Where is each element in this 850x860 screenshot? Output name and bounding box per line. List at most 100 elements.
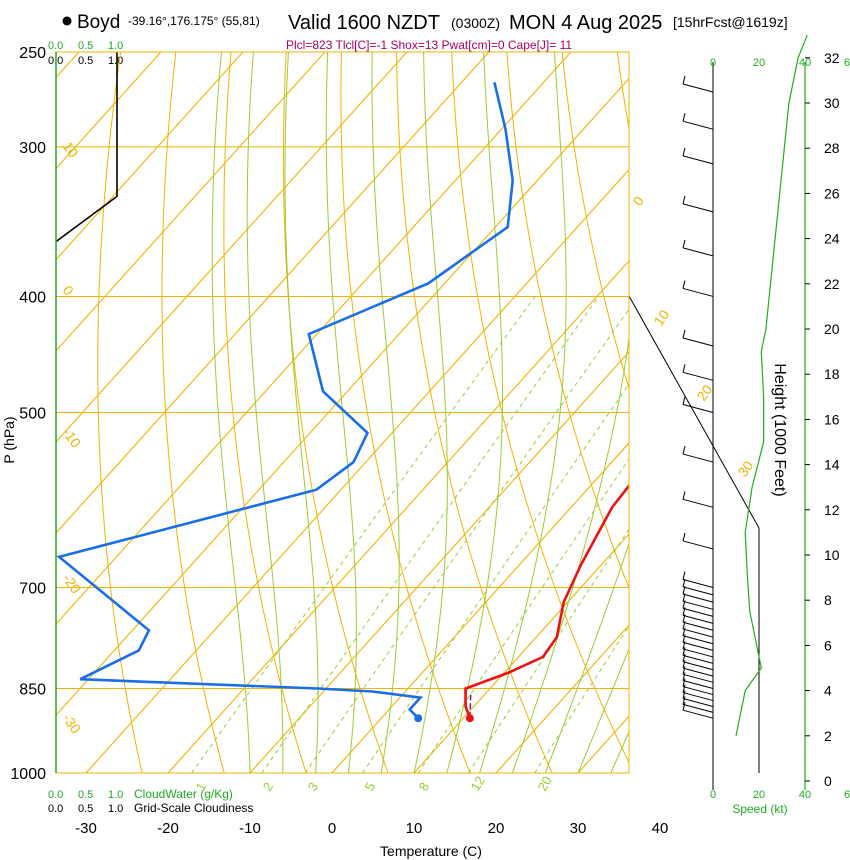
mixing-ratio-line <box>191 296 536 773</box>
wind-barb-flag <box>682 113 686 122</box>
wind-barb-flag <box>682 653 686 662</box>
isotherm-line <box>167 259 629 773</box>
wind-barb-flag <box>682 684 686 693</box>
speed-tick-top: 20 <box>753 57 765 69</box>
zulu-time: (0300Z) <box>451 15 500 31</box>
cloudiness-tick-top-1: 0.5 <box>78 55 93 67</box>
p-tick-label: 400 <box>19 289 46 306</box>
wind-barb <box>682 453 714 463</box>
wind-barb <box>682 83 714 93</box>
dry-adiabat <box>506 52 629 590</box>
dry-adiabat <box>161 52 225 773</box>
wind-barb-flag <box>682 690 686 699</box>
wind-barb <box>682 709 714 719</box>
wind-barb <box>682 654 714 664</box>
moist-adiabat <box>371 52 400 773</box>
height-tick-label: 6 <box>824 637 832 653</box>
wind-barb <box>682 404 714 413</box>
x-tick-label: -30 <box>75 820 97 837</box>
wind-barb <box>682 692 714 702</box>
x-tick-label: 30 <box>570 820 587 837</box>
isotherm-line <box>56 52 162 170</box>
wind-barb-flag <box>682 640 686 650</box>
height-tick-label: 2 <box>824 728 832 744</box>
cloudiness-tick-1: 0.5 <box>78 803 93 815</box>
wind-barb <box>682 679 714 689</box>
wind-barb <box>682 203 714 213</box>
height-tick-label: 30 <box>824 95 840 111</box>
p-tick-label: 850 <box>19 681 46 698</box>
wind-barb <box>682 635 714 645</box>
speed-tick-bottom: 6 <box>844 789 850 801</box>
mixing-ratio-line <box>261 296 600 773</box>
cloudwater-tick-1: 0.5 <box>78 789 93 801</box>
height-tick-label: 16 <box>824 411 840 427</box>
isotherm-line <box>56 52 490 534</box>
valid-time: Valid 1600 NZDT <box>288 12 440 34</box>
isotherm-line <box>801 0 850 798</box>
height-tick-label: 26 <box>824 185 840 201</box>
p-tick-label: 700 <box>19 580 46 597</box>
wind-barb <box>682 498 714 508</box>
wind-barb <box>682 247 714 257</box>
isotherm-label: 10 <box>60 139 82 161</box>
wind-barb <box>682 628 714 638</box>
wind-barb <box>682 593 714 603</box>
dry-adiabat <box>451 52 629 764</box>
speed-tick-bottom: 40 <box>799 789 811 801</box>
mixing-ratio-line <box>417 458 629 773</box>
mixing-ratio-label: 8 <box>416 780 433 794</box>
isotherm-line <box>413 533 629 773</box>
station-name: Boyd <box>77 12 120 33</box>
mixing-ratio-label: 20 <box>535 773 555 793</box>
isotherm-label: 0 <box>60 283 78 299</box>
mixing-ratio-line <box>362 383 629 773</box>
x-tick-label: -10 <box>239 820 261 837</box>
speed-tick-top: 0 <box>710 57 716 69</box>
p-tick-label: 300 <box>19 140 46 157</box>
moist-adiabat <box>325 52 357 773</box>
wind-barb <box>682 641 714 651</box>
isotherm-line <box>249 351 629 773</box>
wind-barb <box>682 614 714 624</box>
wind-barb-flag <box>682 445 686 455</box>
wind-barb <box>682 337 714 347</box>
height-tick-label: 8 <box>824 592 832 608</box>
isotherm-line <box>56 52 244 261</box>
wind-barb <box>682 287 714 297</box>
cloudwater-tick-top-0: 0.0 <box>48 40 63 52</box>
height-tick-label: 18 <box>824 366 840 382</box>
surface-temp-dot <box>465 714 474 723</box>
dry-adiabat <box>616 52 629 132</box>
wind-barb-flag <box>682 491 686 500</box>
wind-barb-flag <box>682 329 686 339</box>
wind-barb-flag <box>682 239 686 249</box>
moist-adiabat <box>246 52 284 773</box>
wind-barb <box>682 686 714 696</box>
wind-barb <box>682 698 714 707</box>
speed-tick-top: 40 <box>799 57 811 69</box>
height-tick-label: 32 <box>824 50 840 66</box>
cloudiness-tick-0: 0.0 <box>48 803 63 815</box>
wind-barb <box>682 586 714 596</box>
cloudiness-label: Grid-Scale Cloudiness <box>134 801 253 815</box>
height-tick-label: 20 <box>824 321 840 337</box>
isotherm-line <box>56 52 572 625</box>
wind-barb-flag <box>682 678 686 687</box>
wind-barb <box>682 120 714 130</box>
mixing-ratio-label: 3 <box>305 780 322 794</box>
dry-adiabat <box>223 52 307 773</box>
p-tick-label: 250 <box>19 45 46 62</box>
isotherm-label: -30 <box>60 711 85 737</box>
mixing-ratio-label: 12 <box>468 773 488 793</box>
mixing-ratio-line <box>304 308 629 773</box>
mixing-ratio-label: 5 <box>362 780 379 794</box>
wind-barb-flag <box>682 396 686 405</box>
height-tick-label: 14 <box>824 457 840 473</box>
cloudiness-tick-2: 1.0 <box>108 803 123 815</box>
isotherm-label: 30 <box>734 458 756 480</box>
wind-barb-flag <box>682 364 686 373</box>
x-tick-label: -20 <box>157 820 179 837</box>
wind-barb <box>682 600 714 610</box>
